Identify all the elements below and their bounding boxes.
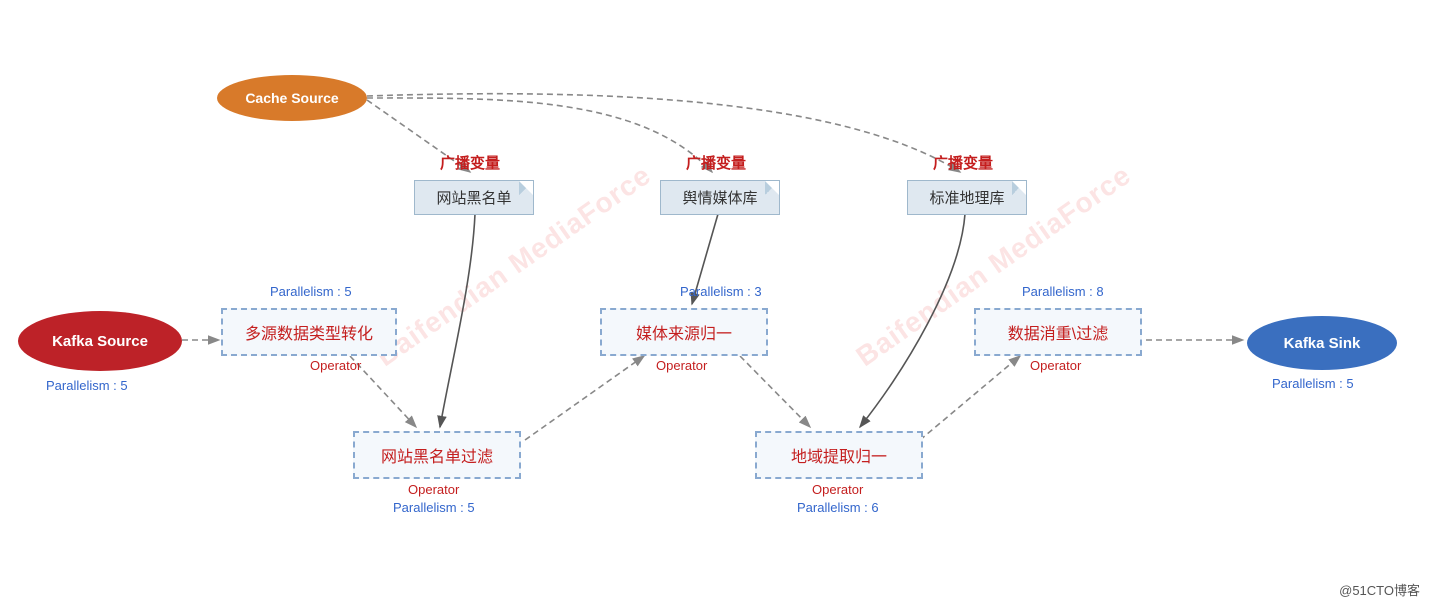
- broadcast-label-blacklist: 广播变量: [440, 152, 500, 173]
- kafka-source-parallelism: Parallelism : 5: [46, 378, 128, 393]
- cache-source-node: Cache Source: [217, 75, 367, 121]
- op-transform-operator: Operator: [310, 358, 361, 373]
- credit-text: @51CTO博客: [1339, 580, 1420, 599]
- op-media-parallelism: Parallelism : 3: [680, 284, 762, 299]
- op-transform: 多源数据类型转化: [221, 308, 397, 356]
- op-media-operator: Operator: [656, 358, 707, 373]
- op-geo-operator: Operator: [812, 482, 863, 497]
- op-transform-parallelism: Parallelism : 5: [270, 284, 352, 299]
- op-geo-parallelism: Parallelism : 6: [797, 500, 879, 515]
- op-media: 媒体来源归一: [600, 308, 768, 356]
- kafka-sink-node: Kafka Sink: [1247, 316, 1397, 370]
- op-filter-parallelism: Parallelism : 5: [393, 500, 475, 515]
- op-dedup: 数据消重\过滤: [974, 308, 1142, 356]
- op-filter-operator: Operator: [408, 482, 459, 497]
- edges-layer: [0, 0, 1430, 605]
- broadcast-label-media: 广播变量: [686, 152, 746, 173]
- tag-media: 舆情媒体库: [660, 180, 780, 215]
- op-dedup-parallelism: Parallelism : 8: [1022, 284, 1104, 299]
- kafka-source-node: Kafka Source: [18, 311, 182, 371]
- tag-geo: 标准地理库: [907, 180, 1027, 215]
- op-filter: 网站黑名单过滤: [353, 431, 521, 479]
- op-dedup-operator: Operator: [1030, 358, 1081, 373]
- kafka-sink-parallelism: Parallelism : 5: [1272, 376, 1354, 391]
- tag-blacklist: 网站黑名单: [414, 180, 534, 215]
- op-geo: 地域提取归一: [755, 431, 923, 479]
- broadcast-label-geo: 广播变量: [933, 152, 993, 173]
